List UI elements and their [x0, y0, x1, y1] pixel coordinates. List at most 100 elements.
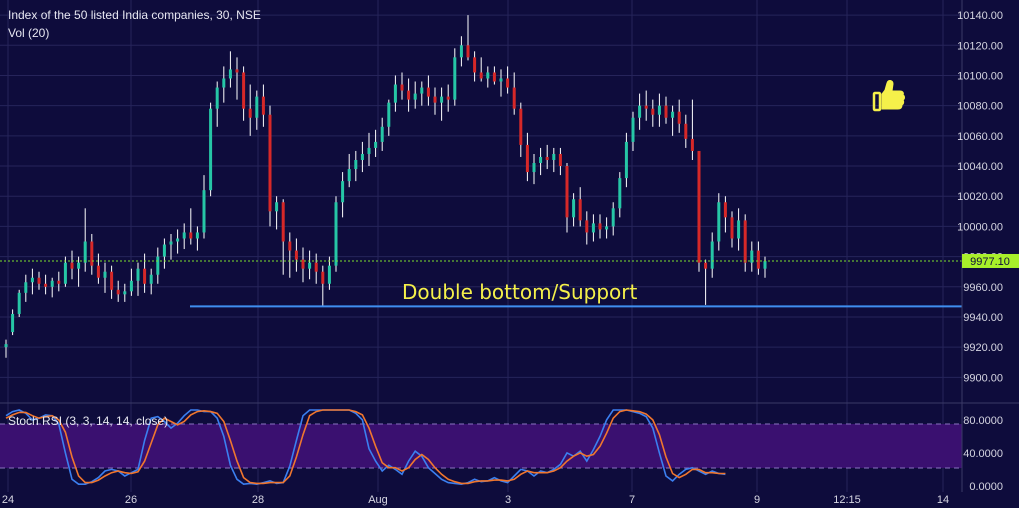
- candle: [189, 208, 193, 245]
- candle-body: [169, 241, 173, 245]
- candle-body: [565, 166, 569, 218]
- candle-body: [90, 241, 94, 266]
- candle: [182, 223, 186, 250]
- candle: [578, 187, 582, 227]
- candle: [209, 102, 213, 197]
- stoch-band: [0, 424, 962, 468]
- candle: [248, 84, 252, 136]
- last-price-box: [962, 253, 1019, 268]
- candle-body: [176, 238, 180, 242]
- candle-body: [697, 150, 701, 263]
- candle-body: [618, 178, 622, 209]
- candle: [677, 99, 681, 133]
- candle-body: [275, 202, 279, 212]
- candle-body: [96, 265, 100, 278]
- candle-body: [644, 105, 648, 109]
- x-tick-label: 7: [629, 494, 635, 506]
- candle: [657, 93, 661, 127]
- candle: [743, 214, 747, 272]
- candle-body: [413, 93, 417, 100]
- candle: [367, 132, 371, 167]
- candle-body: [255, 96, 259, 118]
- candle: [552, 147, 556, 173]
- candle: [103, 262, 107, 293]
- candle: [354, 150, 358, 182]
- candle-body: [387, 102, 391, 127]
- y-tick-label: 10040.00: [957, 161, 1003, 173]
- candle-body: [545, 156, 549, 160]
- candle: [116, 280, 120, 302]
- candle: [532, 153, 536, 185]
- candle: [453, 48, 457, 106]
- candle: [123, 283, 127, 302]
- candle: [347, 153, 351, 188]
- candle-body: [506, 78, 510, 88]
- y-tick-label: 9960.00: [963, 282, 1003, 294]
- candle: [539, 147, 543, 176]
- candle: [169, 233, 173, 260]
- candle-body: [37, 277, 41, 284]
- candle-body: [558, 153, 562, 167]
- candle-body: [631, 117, 635, 142]
- candle-body: [400, 84, 404, 91]
- candle-body: [228, 69, 232, 79]
- candle-body: [195, 232, 199, 239]
- candle-body: [611, 208, 615, 227]
- candle-body: [572, 199, 576, 218]
- candle-body: [209, 108, 213, 191]
- candle-body: [624, 141, 628, 179]
- candle-body: [552, 153, 556, 160]
- candle-body: [750, 250, 754, 263]
- candle-body: [684, 123, 688, 139]
- candle-body: [446, 96, 450, 100]
- stoch-rsi-label: Stoch RSI (3, 3, 14, 14, close): [8, 414, 169, 428]
- stoch-line-d: [5, 409, 726, 485]
- candle: [486, 66, 490, 88]
- candle-body: [453, 57, 457, 100]
- stoch-rsi-lines: [5, 409, 726, 486]
- candle: [737, 208, 741, 251]
- candle: [525, 132, 529, 182]
- stoch-y-tick-label: 40.0000: [963, 448, 1003, 460]
- candle: [195, 226, 199, 251]
- candle: [723, 196, 727, 233]
- last-price-label: 9977.10: [970, 256, 1010, 268]
- y-tick-label: 9900.00: [963, 372, 1003, 384]
- candle: [202, 175, 206, 239]
- candle: [651, 99, 655, 127]
- candle-body: [301, 259, 305, 269]
- candle: [30, 268, 34, 295]
- candle-body: [420, 87, 424, 94]
- stoch-line-k: [5, 409, 726, 486]
- y-tick-label: 10060.00: [957, 131, 1003, 143]
- candle-body: [83, 241, 87, 263]
- candle-body: [70, 262, 74, 269]
- candle: [387, 99, 391, 136]
- candle: [242, 66, 246, 121]
- candle-body: [591, 223, 595, 233]
- candle: [308, 250, 312, 280]
- x-tick-label: 12:15: [833, 494, 861, 506]
- y-tick-label: 10000.00: [957, 221, 1003, 233]
- candle-body: [149, 274, 153, 284]
- candle: [704, 259, 708, 305]
- candle-body: [341, 181, 345, 203]
- candle-body: [539, 156, 543, 164]
- candle: [327, 256, 331, 290]
- candle-body: [426, 87, 430, 97]
- candle: [506, 66, 510, 94]
- candle-body: [677, 111, 681, 124]
- candle: [288, 232, 292, 278]
- candle: [57, 271, 61, 292]
- candle-body: [116, 289, 120, 295]
- candle-body: [189, 232, 193, 239]
- candle-body: [63, 262, 67, 284]
- candle-body: [235, 69, 239, 73]
- candle-body: [321, 271, 325, 284]
- candle-body: [182, 232, 186, 239]
- candle-body: [657, 105, 661, 115]
- candle-body: [242, 72, 246, 109]
- x-tick-label: 3: [505, 494, 511, 506]
- candle-body: [215, 87, 219, 109]
- candle: [598, 214, 602, 239]
